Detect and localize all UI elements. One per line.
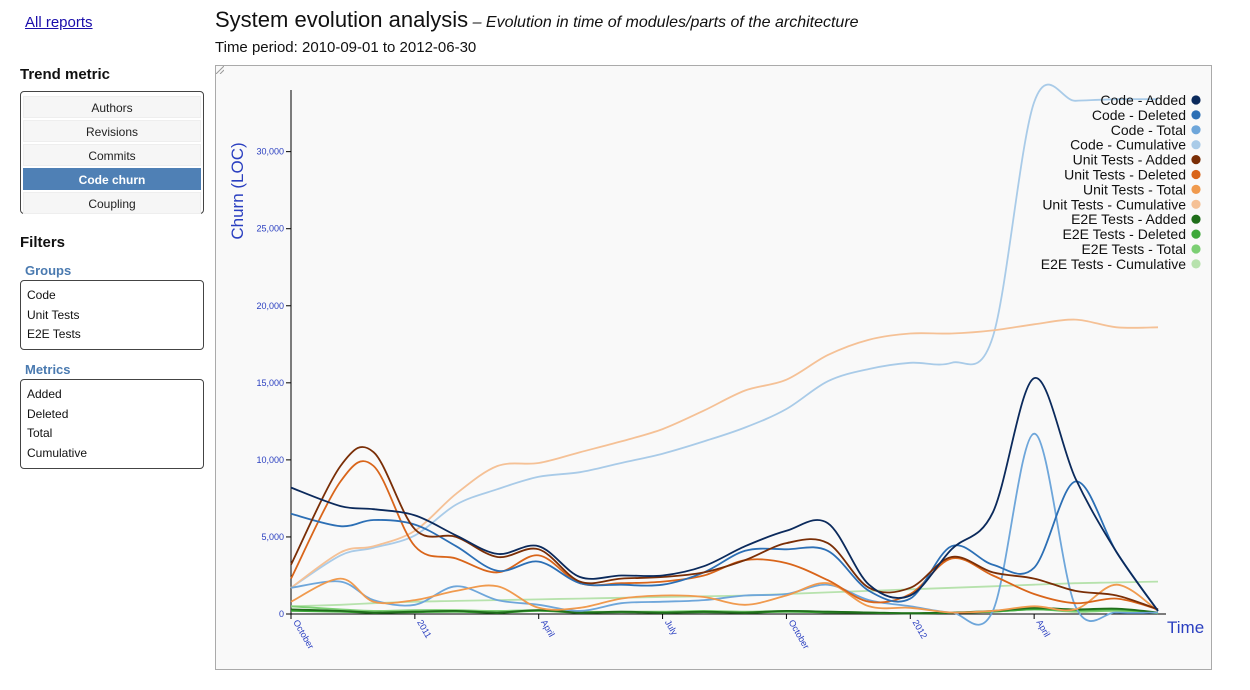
legend-swatch (1191, 95, 1201, 105)
legend-swatch (1191, 140, 1201, 150)
x-tick-label: July (663, 618, 680, 637)
legend-label: E2E Tests - Added (1071, 211, 1186, 227)
legend-swatch (1191, 125, 1201, 135)
y-tick-label: 5,000 (261, 532, 284, 542)
legend-swatch (1191, 155, 1201, 165)
trend-revisions-button[interactable]: Revisions (23, 120, 201, 142)
group-unit-tests[interactable]: Unit Tests (27, 307, 80, 322)
metric-deleted[interactable]: Deleted (27, 406, 69, 421)
x-tick-label: October (787, 618, 812, 651)
time-period: Time period: 2010-09-01 to 2012-06-30 (215, 39, 477, 56)
legend-swatch (1191, 244, 1201, 254)
legend-label: Unit Tests - Deleted (1064, 167, 1186, 183)
legend-label: Code - Total (1111, 122, 1186, 138)
x-tick-label: April (1034, 618, 1052, 639)
series-line-unit-tests-cumulative (290, 318, 1159, 589)
x-tick-label: 2011 (415, 618, 433, 640)
series-line-code-total (290, 432, 1159, 626)
metrics-list: Added Deleted Total Cumulative (20, 379, 204, 469)
series-line-code-cumulative (290, 83, 1159, 589)
series-line-unit-tests-deleted (290, 460, 1159, 611)
x-axis-label: Time (1167, 618, 1204, 637)
y-axis-label: Churn (LOC) (228, 142, 247, 239)
legend-swatch (1191, 229, 1201, 239)
title-subtitle: – Evolution in time of modules/parts of … (472, 14, 859, 31)
series-line-unit-tests-total (290, 577, 1159, 614)
metric-total[interactable]: Total (27, 426, 53, 440)
group-e2e-tests[interactable]: E2E Tests (27, 327, 81, 341)
legend-label: E2E Tests - Cumulative (1041, 256, 1186, 272)
x-tick-label: October (291, 618, 316, 651)
resize-handle-icon[interactable] (216, 66, 224, 74)
y-tick-label: 30,000 (256, 147, 284, 157)
y-tick-label: 10,000 (256, 455, 284, 465)
y-tick-label: 25,000 (256, 224, 284, 234)
trend-metric-panel: Authors Revisions Commits Code churn Cou… (20, 91, 204, 214)
groups-heading: Groups (25, 263, 72, 278)
y-tick-label: 15,000 (256, 378, 284, 388)
metric-added[interactable]: Added (27, 387, 62, 401)
legend-label: E2E Tests - Deleted (1063, 226, 1186, 242)
filters-heading: Filters (20, 234, 66, 251)
y-tick-label: 0 (279, 609, 284, 619)
legend-swatch (1191, 214, 1201, 224)
metric-cumulative[interactable]: Cumulative (27, 445, 88, 460)
legend-swatch (1191, 184, 1201, 194)
legend-swatch (1191, 110, 1201, 120)
x-tick-label: 2012 (911, 618, 930, 640)
series-line-code-deleted (290, 480, 1159, 612)
legend-label: Code - Added (1100, 92, 1186, 108)
trend-authors-button[interactable]: Authors (23, 96, 201, 118)
legend-label: E2E Tests - Total (1081, 241, 1186, 257)
page-title: System evolution analysis – Evolution in… (215, 7, 859, 33)
x-tick-label: April (539, 618, 557, 639)
all-reports-link[interactable]: All reports (25, 14, 93, 31)
y-tick-label: 20,000 (256, 301, 284, 311)
chart-container: 0 5,000 10,000 15,000 20,000 25,000 30,000 Chur… (215, 65, 1212, 670)
trend-commits-button[interactable]: Commits (23, 144, 201, 166)
legend-label: Unit Tests - Total (1083, 181, 1186, 197)
series-line-code-added (290, 377, 1159, 612)
series-line-unit-tests-added (290, 446, 1159, 611)
legend-swatch (1191, 259, 1201, 269)
legend-label: Code - Deleted (1092, 107, 1186, 123)
legend-swatch (1191, 199, 1201, 209)
groups-list: Code Unit Tests E2E Tests (20, 280, 204, 350)
legend-label: Code - Cumulative (1070, 137, 1186, 153)
trend-coupling-button[interactable]: Coupling (23, 192, 201, 214)
legend-swatch (1191, 169, 1201, 180)
trend-metric-heading: Trend metric (20, 66, 111, 83)
legend-label: Unit Tests - Cumulative (1042, 196, 1186, 212)
metrics-heading: Metrics (25, 362, 71, 377)
trend-code-churn-button[interactable]: Code churn (23, 168, 201, 190)
legend-label: Unit Tests - Added (1073, 152, 1186, 168)
churn-chart: 0 5,000 10,000 15,000 20,000 25,000 30,000 Chur… (228, 83, 1204, 651)
group-code[interactable]: Code (27, 288, 56, 302)
title-main: System evolution analysis (215, 7, 469, 32)
